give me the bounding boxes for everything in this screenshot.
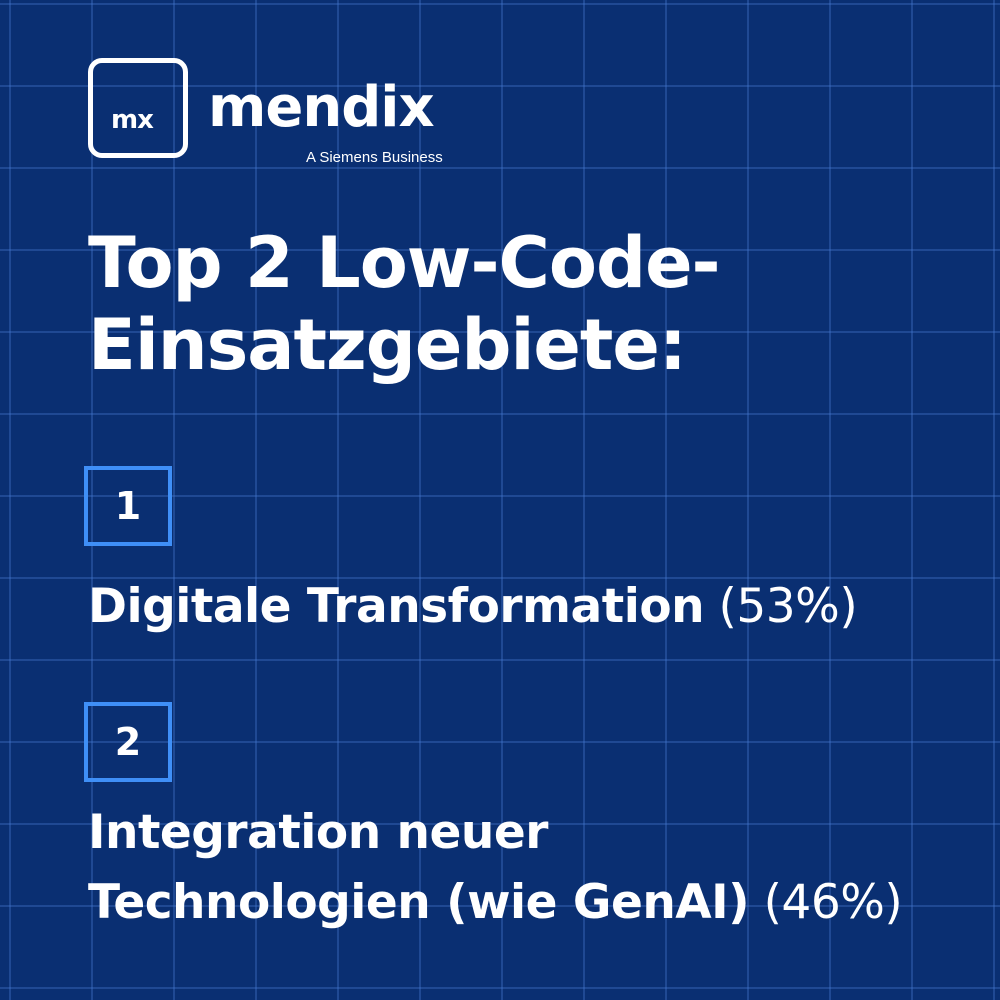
logo-wordmark: mendix (208, 75, 435, 140)
logo-tagline: A Siemens Business (306, 149, 443, 166)
item-1-number: 1 (114, 484, 142, 528)
title-line-2: Einsatzgebiete: (88, 304, 687, 386)
item-2-label-line-2: Technologien (wie GenAI) (88, 875, 750, 930)
item-1-percent: (53%) (718, 579, 858, 634)
item-2-number: 2 (114, 720, 142, 764)
item-1-number-badge: 1 (84, 466, 172, 546)
item-2-text: Integration neuer Technologien (wie GenA… (88, 798, 978, 938)
item-2-percent: (46%) (763, 875, 903, 930)
title-line-1: Top 2 Low-Code- (88, 222, 721, 304)
item-2-number-badge: 2 (84, 702, 172, 782)
logo-mark-text: mx (111, 105, 154, 135)
item-2-label-line-1: Integration neuer (88, 805, 548, 860)
logo-mark-box: mx (88, 58, 188, 158)
item-1-label: Digitale Transformation (88, 579, 705, 634)
mendix-logo: mx mendix A Siemens Business (88, 58, 488, 168)
item-1-text: Digitale Transformation (53%) (88, 572, 978, 642)
page-title: Top 2 Low-Code- Einsatzgebiete: (88, 222, 968, 386)
